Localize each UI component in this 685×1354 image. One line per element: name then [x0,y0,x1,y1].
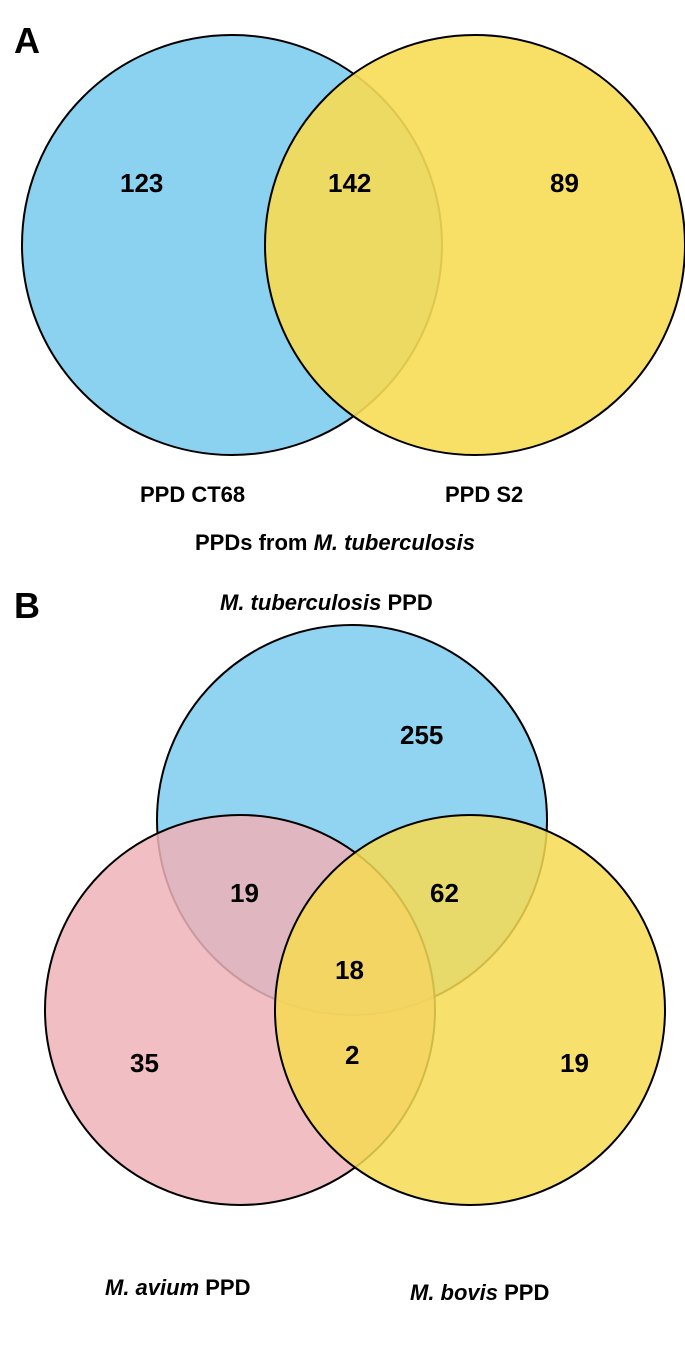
venn-b-right-label-italic: M. bovis [410,1280,498,1305]
venn-b-left-label: M. avium PPD [105,1275,251,1301]
venn-a-caption: PPDs from M. tuberculosis [195,530,475,556]
venn-b-int-top-left: 19 [230,878,259,909]
venn-b-right-circle [275,815,665,1205]
venn-b-int-top-right: 62 [430,878,459,909]
venn-a-right-circle [265,35,685,455]
venn-b-right-label-suffix: PPD [498,1280,549,1305]
venn-b-right-value: 19 [560,1048,589,1079]
venn-a-left-value: 123 [120,168,163,199]
venn-b-int-left-right: 2 [345,1040,359,1071]
venn-a-intersection-value: 142 [328,168,371,199]
venn-a-right-label: PPD S2 [445,482,523,508]
venn-b-top-value: 255 [400,720,443,751]
venn-a-right-value: 89 [550,168,579,199]
venn-b-left-value: 35 [130,1048,159,1079]
venn-b-svg [0,560,685,1280]
venn-a-caption-italic: M. tuberculosis [314,530,475,555]
venn-b-right-label: M. bovis PPD [410,1280,549,1306]
venn-b-center-value: 18 [335,955,364,986]
venn-b-left-label-suffix: PPD [199,1275,250,1300]
venn-b-left-label-italic: M. avium [105,1275,199,1300]
venn-a-svg [0,0,685,470]
venn-a-caption-prefix: PPDs from [195,530,314,555]
venn-a-left-label: PPD CT68 [140,482,245,508]
